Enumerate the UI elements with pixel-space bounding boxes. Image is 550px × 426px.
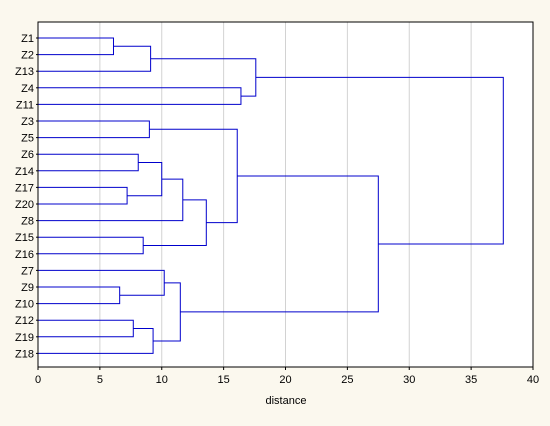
y-tick-label: Z18	[15, 348, 34, 360]
y-tick-label: Z17	[15, 182, 34, 194]
y-tick-label: Z9	[21, 282, 34, 294]
x-tick-label: 30	[403, 374, 415, 386]
y-tick-label: Z11	[16, 99, 34, 111]
x-axis-title: distance	[266, 395, 307, 407]
x-tick-label: 10	[156, 374, 168, 386]
y-tick-label: Z16	[15, 249, 34, 261]
y-tick-label: Z14	[15, 166, 34, 178]
y-tick-label: Z5	[21, 133, 34, 145]
x-tick-label: 40	[527, 374, 539, 386]
x-tick-label: 15	[218, 374, 230, 386]
x-tick-label: 5	[97, 374, 103, 386]
grid-lines	[99, 22, 472, 367]
dendrogram-links	[38, 37, 504, 354]
y-tick-label: Z4	[21, 83, 34, 95]
y-tick-label: Z1	[21, 33, 34, 45]
x-tick-label: 25	[341, 374, 353, 386]
x-tick-label: 0	[35, 374, 41, 386]
dendrogram-link	[255, 76, 504, 245]
x-axis-ticks: 0 5 10 15 20 25 30 35 40	[35, 367, 539, 386]
y-tick-label: Z20	[15, 199, 34, 211]
y-tick-label: Z2	[21, 50, 34, 62]
x-tick-label: 20	[279, 374, 291, 386]
y-tick-label: Z10	[15, 299, 34, 311]
y-tick-label: Z3	[21, 116, 34, 128]
y-tick-label: Z6	[21, 149, 34, 161]
y-axis-labels: Z1 Z2 Z13 Z4 Z11 Z3 Z5 Z6 Z14 Z17 Z20 Z8 Z15 Z16 Z7 Z9 Z…	[15, 33, 38, 360]
y-tick-label: Z19	[15, 332, 34, 344]
y-tick-label: Z13	[15, 66, 34, 78]
y-tick-label: Z7	[21, 265, 34, 277]
y-tick-label: Z15	[15, 232, 34, 244]
y-tick-label: Z12	[15, 315, 34, 327]
y-tick-label: Z8	[21, 216, 34, 228]
x-tick-label: 35	[465, 374, 477, 386]
